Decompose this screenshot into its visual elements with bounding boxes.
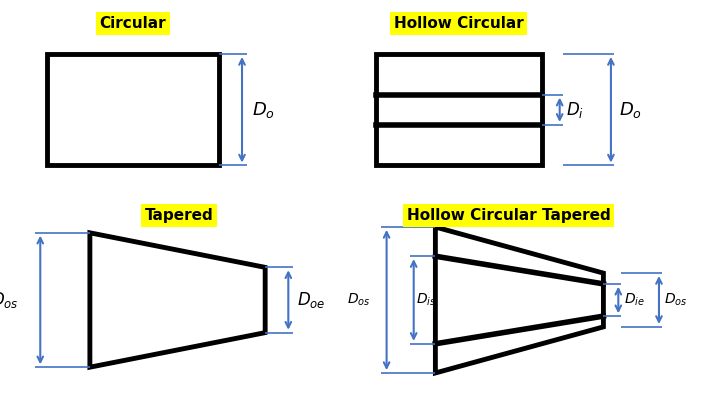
Text: $D_i$: $D_i$: [566, 100, 584, 120]
Text: $D_{os}$: $D_{os}$: [0, 290, 19, 310]
Text: Circular: Circular: [99, 16, 166, 31]
Text: Hollow Circular Tapered: Hollow Circular Tapered: [407, 208, 610, 223]
Text: $D_{os}$: $D_{os}$: [664, 292, 688, 308]
Text: $D_{os}$: $D_{os}$: [347, 292, 370, 308]
Text: $D_o$: $D_o$: [252, 100, 275, 120]
Text: $D_{is}$: $D_{is}$: [416, 292, 436, 308]
Text: Hollow Circular: Hollow Circular: [394, 16, 523, 31]
Text: $D_{oe}$: $D_{oe}$: [297, 290, 325, 310]
Text: Tapered: Tapered: [145, 208, 214, 223]
Text: $D_{ie}$: $D_{ie}$: [623, 292, 645, 308]
Text: $D_o$: $D_o$: [619, 100, 642, 120]
